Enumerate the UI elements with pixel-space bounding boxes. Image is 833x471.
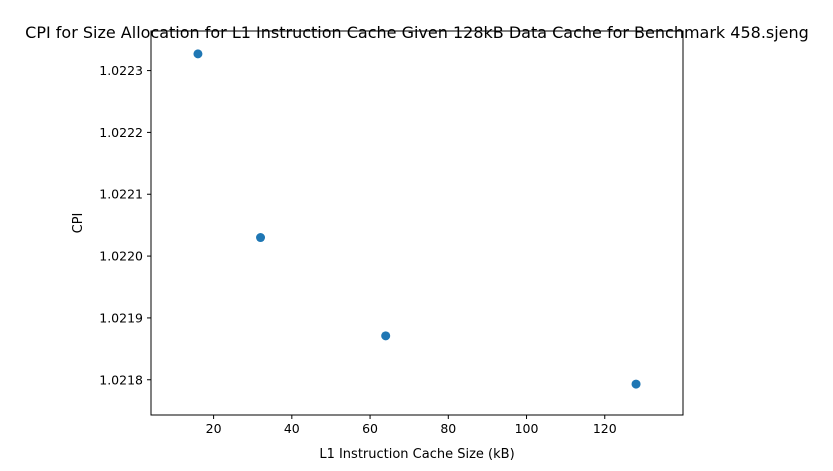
x-tick-label: 20 — [206, 421, 222, 436]
y-tick-label: 1.0223 — [99, 63, 143, 78]
data-point — [193, 49, 203, 59]
x-axis: 20 40 60 80 100 120 — [206, 415, 617, 436]
y-tick-label: 1.0220 — [99, 249, 143, 264]
y-tick-label: 1.0222 — [99, 125, 143, 140]
data-point — [381, 331, 391, 341]
x-tick-label: 80 — [440, 421, 456, 436]
y-tick-label: 1.0221 — [99, 187, 143, 202]
x-tick-label: 60 — [362, 421, 378, 436]
x-axis-label: L1 Instruction Cache Size (kB) — [319, 447, 514, 462]
y-tick-label: 1.0219 — [99, 310, 143, 325]
chart-title: CPI for Size Allocation for L1 Instructi… — [25, 23, 809, 42]
data-point — [631, 379, 641, 389]
y-tick-label: 1.0218 — [99, 372, 143, 387]
x-tick-label: 100 — [515, 421, 539, 436]
plot-area-frame — [150, 30, 684, 416]
y-axis-label: CPI — [71, 213, 86, 234]
data-points — [193, 49, 641, 389]
y-axis: 1.0218 1.0219 1.0220 1.0221 1.0222 1.0223 — [99, 63, 151, 387]
x-tick-label: 120 — [593, 421, 617, 436]
data-point — [256, 233, 266, 243]
x-tick-label: 40 — [284, 421, 300, 436]
